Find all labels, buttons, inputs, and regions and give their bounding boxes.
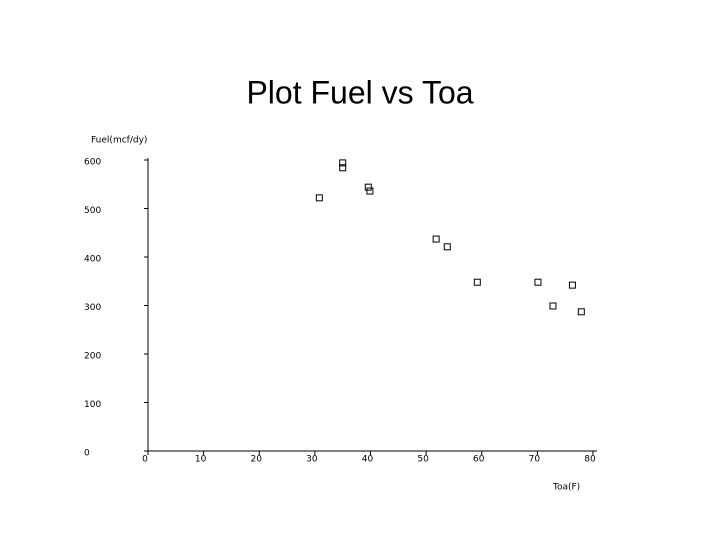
y-tick-label: 100	[84, 400, 101, 410]
x-tick-label: 70	[529, 455, 541, 465]
point	[568, 281, 576, 289]
x-tick-label: 50	[417, 455, 429, 465]
x-tick-label: 30	[306, 455, 318, 465]
y-tick-label: 0	[84, 449, 90, 459]
y-axis-label: Fuel(mcf/dy)	[91, 136, 147, 146]
x-tick-label: 10	[195, 455, 207, 465]
point	[364, 183, 372, 191]
point	[577, 308, 585, 316]
point	[534, 278, 542, 286]
y-tick-label: 600	[84, 158, 101, 168]
y-tick-label: 400	[84, 255, 101, 265]
point	[473, 278, 481, 286]
point	[432, 235, 440, 243]
point	[339, 159, 347, 167]
y-tick-label: 300	[84, 303, 101, 313]
y-tick-label: 200	[84, 352, 101, 362]
point	[549, 302, 557, 310]
x-tick-label: 60	[473, 455, 485, 465]
x-tick-label: 0	[142, 455, 148, 465]
x-tick-label: 80	[584, 455, 596, 465]
x-axis-label: Toa(F)	[552, 483, 580, 493]
point	[443, 243, 451, 251]
chart-title: Plot Fuel vs Toa	[246, 74, 473, 110]
x-tick-label: 40	[362, 455, 374, 465]
y-tick-label: 500	[84, 206, 101, 216]
point	[315, 194, 323, 202]
x-tick-label: 20	[251, 455, 263, 465]
point	[366, 187, 374, 195]
point	[339, 164, 347, 172]
